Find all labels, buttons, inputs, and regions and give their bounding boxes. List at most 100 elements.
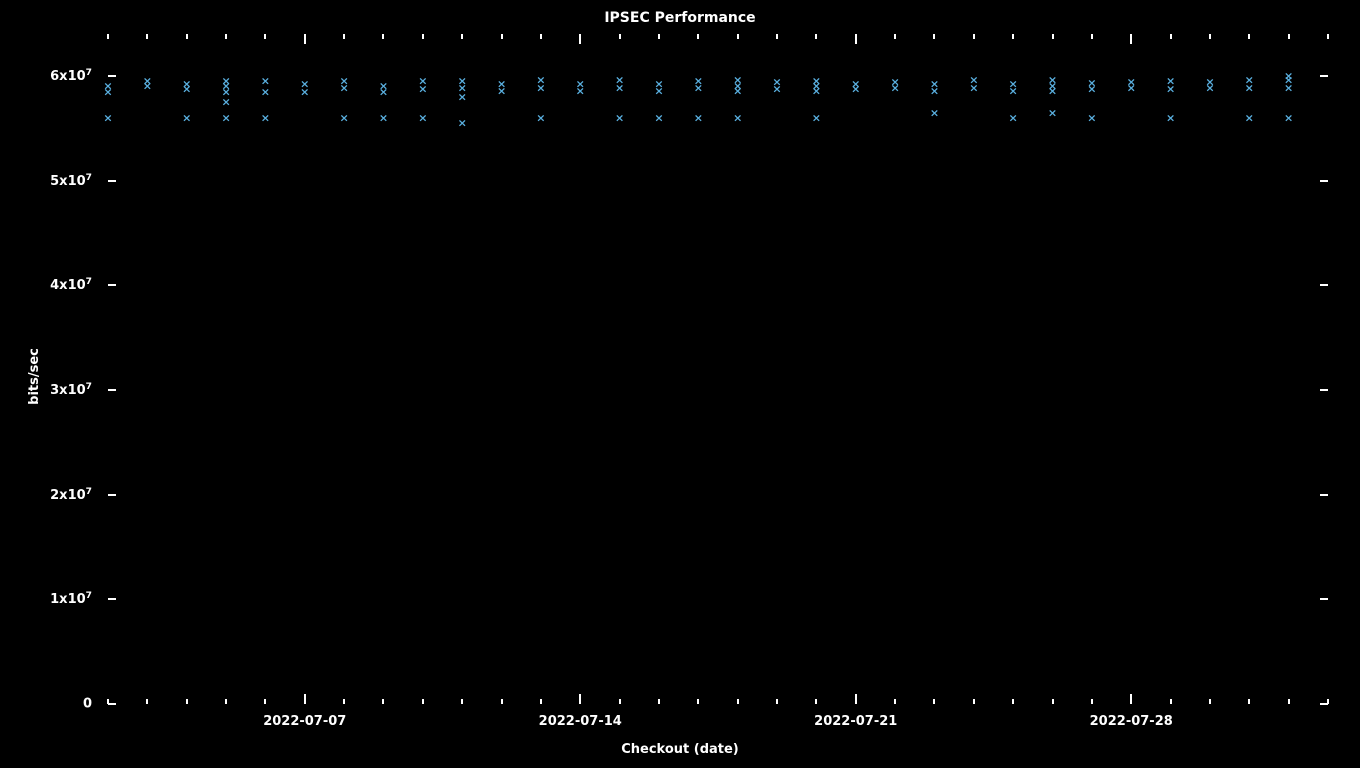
data-point: × [261, 86, 270, 97]
data-point: × [536, 112, 545, 123]
data-point: × [772, 84, 781, 95]
y-tick-label: 2x107 [0, 486, 92, 502]
y-tick-label: 0 [0, 697, 92, 712]
data-point: × [969, 83, 978, 94]
data-point: × [1048, 85, 1057, 96]
x-tick-minor [1091, 699, 1093, 704]
x-tick-minor [225, 699, 227, 704]
ipsec-performance-chart: IPSEC Performance bits/sec Checkout (dat… [0, 0, 1360, 768]
x-tick-minor [343, 699, 345, 704]
data-point: × [1048, 107, 1057, 118]
x-tick-minor [422, 699, 424, 704]
x-tick-minor [933, 699, 935, 704]
y-tick [108, 598, 116, 600]
x-tick-minor [933, 34, 935, 39]
x-tick-minor [1209, 699, 1211, 704]
x-tick-major [855, 694, 857, 704]
x-tick-minor [107, 34, 109, 39]
x-tick-minor [697, 699, 699, 704]
data-point: × [418, 84, 427, 95]
x-tick-minor [894, 699, 896, 704]
data-point: × [1166, 84, 1175, 95]
data-point: × [694, 112, 703, 123]
x-tick-minor [107, 699, 109, 704]
y-tick [1320, 389, 1328, 391]
x-tick-minor [264, 699, 266, 704]
x-tick-minor [658, 699, 660, 704]
x-tick-minor [1209, 34, 1211, 39]
x-tick-minor [540, 34, 542, 39]
x-tick-major [1130, 34, 1132, 44]
x-axis-label: Checkout (date) [0, 742, 1360, 757]
data-point: × [182, 112, 191, 123]
data-point: × [418, 112, 427, 123]
data-point: × [812, 85, 821, 96]
y-tick [108, 180, 116, 182]
data-point: × [1284, 83, 1293, 94]
y-tick [1320, 180, 1328, 182]
data-point: × [1009, 112, 1018, 123]
data-point: × [300, 86, 309, 97]
x-tick-minor [619, 34, 621, 39]
x-tick-minor [1170, 34, 1172, 39]
x-tick-label: 2022-07-14 [539, 714, 622, 729]
x-tick-major [855, 34, 857, 44]
x-tick-minor [737, 34, 739, 39]
x-tick-minor [186, 34, 188, 39]
y-tick [108, 389, 116, 391]
x-tick-minor [422, 34, 424, 39]
data-point: × [694, 83, 703, 94]
data-point: × [1205, 83, 1214, 94]
data-point: × [536, 83, 545, 94]
data-point: × [340, 112, 349, 123]
data-point: × [182, 84, 191, 95]
x-tick-major [579, 34, 581, 44]
chart-title: IPSEC Performance [0, 10, 1360, 26]
x-tick-minor [697, 34, 699, 39]
x-tick-minor [1091, 34, 1093, 39]
y-tick [108, 494, 116, 496]
data-point: × [654, 85, 663, 96]
x-tick-minor [1248, 699, 1250, 704]
data-point: × [930, 107, 939, 118]
y-tick [1320, 494, 1328, 496]
data-point: × [1245, 83, 1254, 94]
data-point: × [851, 84, 860, 95]
x-tick-minor [1248, 34, 1250, 39]
x-tick-minor [776, 699, 778, 704]
x-tick-major [1130, 694, 1132, 704]
data-point: × [103, 86, 112, 97]
x-tick-label: 2022-07-28 [1090, 714, 1173, 729]
data-point: × [654, 112, 663, 123]
x-tick-minor [343, 34, 345, 39]
data-point: × [930, 85, 939, 96]
x-tick-minor [1327, 699, 1329, 704]
x-tick-minor [1288, 699, 1290, 704]
y-tick [108, 75, 116, 77]
x-tick-minor [382, 34, 384, 39]
x-tick-minor [501, 699, 503, 704]
data-point: × [379, 86, 388, 97]
x-tick-minor [815, 699, 817, 704]
y-tick-label: 1x107 [0, 591, 92, 607]
x-tick-minor [1052, 699, 1054, 704]
x-tick-minor [540, 699, 542, 704]
data-point: × [143, 81, 152, 92]
data-point: × [576, 85, 585, 96]
y-tick-label: 4x107 [0, 277, 92, 293]
data-point: × [1087, 112, 1096, 123]
y-tick-label: 6x107 [0, 68, 92, 84]
data-point: × [1166, 112, 1175, 123]
x-tick-minor [501, 34, 503, 39]
x-tick-minor [973, 699, 975, 704]
y-tick [1320, 75, 1328, 77]
x-tick-minor [186, 699, 188, 704]
data-point: × [103, 112, 112, 123]
y-tick [1320, 284, 1328, 286]
x-tick-minor [382, 699, 384, 704]
x-tick-minor [1052, 34, 1054, 39]
y-tick [108, 284, 116, 286]
x-tick-minor [461, 699, 463, 704]
x-tick-minor [1012, 699, 1014, 704]
x-tick-minor [1170, 699, 1172, 704]
